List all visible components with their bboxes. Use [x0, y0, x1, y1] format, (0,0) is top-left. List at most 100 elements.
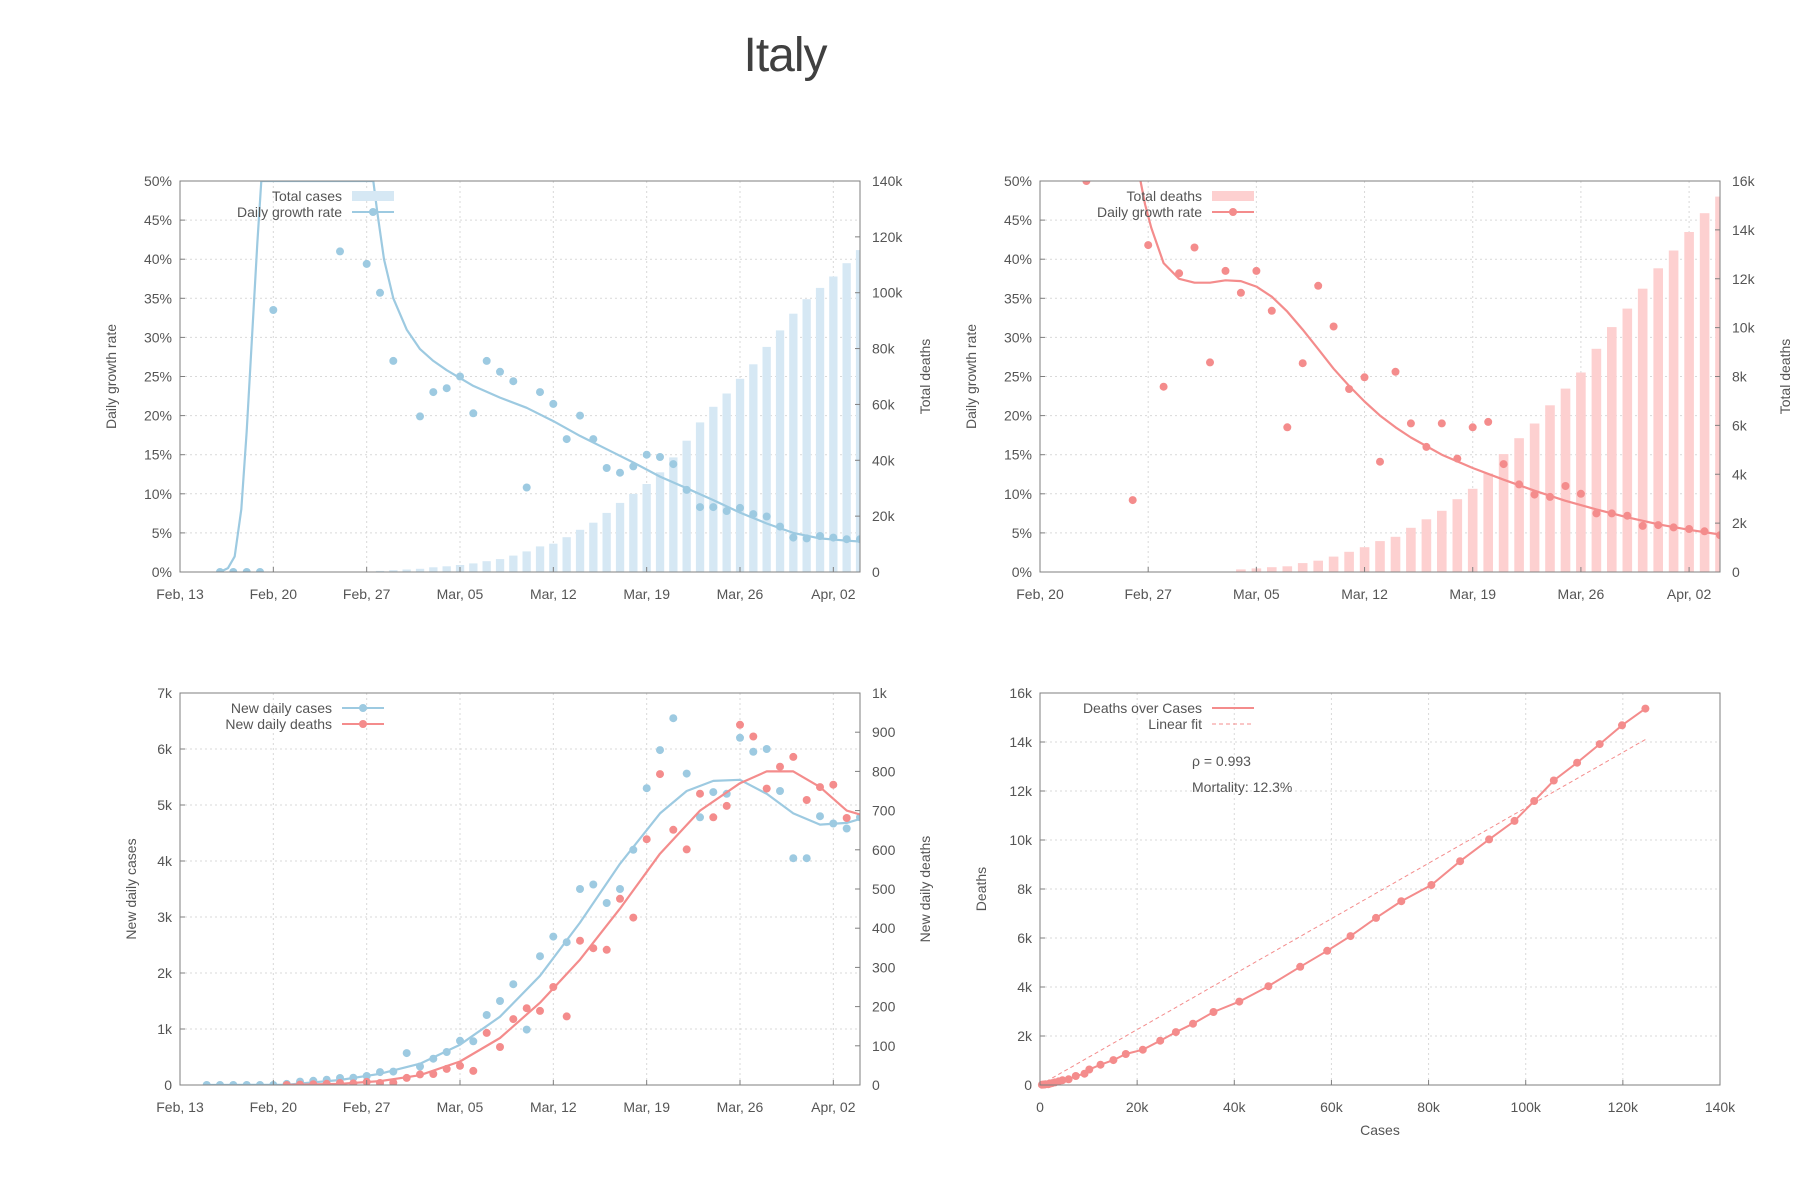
x-tick-label: Feb, 27	[343, 586, 391, 602]
legend-label: New daily cases	[231, 700, 332, 716]
series-trend-line	[286, 770, 860, 1085]
x-tick-label: Mar, 12	[530, 1099, 577, 1115]
growth-point	[1437, 419, 1446, 428]
deaths-over-cases-point	[1323, 946, 1332, 955]
chart-cases-growth: 0% 5% 10% 15% 20% 25% 30% 35% 40% 45% 50% 0 20k 40k 60…	[103, 173, 933, 602]
y2-tick-label: 100	[872, 1038, 896, 1054]
x-tick-label: Mar, 19	[1449, 586, 1496, 602]
series-point	[536, 952, 544, 961]
total-bar	[682, 440, 691, 572]
growth-point	[816, 532, 824, 540]
y-axis-label: Daily growth rate	[963, 324, 979, 429]
total-bar	[1452, 499, 1463, 572]
total-bar	[762, 346, 771, 572]
x-tick-label: Feb, 13	[156, 586, 204, 602]
x-tick-label: Mar, 05	[1233, 586, 1280, 602]
total-bar	[615, 502, 625, 572]
growth-point	[242, 568, 251, 572]
series-point	[642, 835, 651, 844]
y-tick-label: 4k	[1017, 979, 1033, 995]
series-point	[429, 1070, 438, 1078]
growth-point	[1669, 523, 1678, 532]
deaths-over-cases-point	[1058, 1076, 1067, 1085]
total-bar	[522, 551, 531, 572]
total-bar	[1467, 488, 1478, 572]
y-tick-label: 8k	[1017, 881, 1033, 897]
deaths-over-cases-point	[1264, 982, 1273, 991]
chart-deaths-growth: 0% 5% 10% 15% 20% 25% 30% 35% 40% 45% 50% 0 2k 4k 6k 8k…	[963, 173, 1793, 602]
growth-point	[1623, 511, 1632, 520]
y-tick-label: 40%	[1004, 251, 1032, 267]
legend-label: Total cases	[272, 188, 342, 204]
growth-point	[362, 259, 371, 268]
series-point	[242, 1081, 251, 1085]
series-point	[816, 812, 824, 821]
y2-tick-label: 900	[872, 724, 896, 740]
deaths-over-cases-point	[1085, 1065, 1094, 1074]
total-bar	[1560, 388, 1571, 572]
series-point	[376, 1068, 384, 1077]
growth-point	[562, 435, 571, 444]
legend-swatch	[352, 191, 394, 201]
y-tick-label: 12k	[1009, 783, 1033, 799]
y-tick-label: 50%	[1004, 173, 1032, 189]
series-point	[522, 1004, 531, 1013]
y2-tick-label: 700	[872, 803, 896, 819]
series-point	[496, 997, 504, 1005]
growth-point	[229, 568, 238, 572]
deaths-over-cases-point	[1138, 1045, 1147, 1054]
y2-axis-label: Total deaths	[1777, 339, 1793, 415]
series-point	[349, 1079, 358, 1085]
legend-label: Total deaths	[1127, 188, 1203, 204]
series-point	[722, 801, 731, 810]
series-point	[629, 845, 638, 854]
series-trend-line	[206, 778, 860, 1085]
growth-point	[802, 534, 811, 543]
series-point	[696, 813, 704, 822]
growth-point	[1654, 521, 1663, 530]
growth-point	[1561, 482, 1570, 490]
growth-point	[642, 450, 651, 459]
y-tick-label: 25%	[1004, 369, 1032, 385]
total-bar	[722, 393, 731, 572]
legend-label: Deaths over Cases	[1083, 700, 1202, 716]
y2-tick-label: 0	[1732, 564, 1740, 580]
series-point	[842, 824, 851, 833]
x-tick-label: Mar, 19	[623, 1099, 670, 1115]
deaths-over-cases-point	[1156, 1036, 1165, 1045]
total-bar	[1653, 268, 1663, 572]
series-point	[602, 899, 611, 907]
total-bar	[535, 546, 545, 572]
series-point	[309, 1080, 318, 1085]
y-tick-label: 14k	[1009, 734, 1033, 750]
growth-point	[442, 384, 451, 393]
deaths-over-cases-point	[1485, 835, 1494, 844]
total-bar	[549, 543, 558, 572]
total-bar	[775, 330, 785, 572]
growth-point	[456, 372, 464, 381]
series-point	[482, 1011, 491, 1019]
series-point	[736, 733, 744, 742]
total-bar	[709, 406, 718, 572]
legend-marker	[369, 208, 377, 216]
growth-point	[1638, 521, 1647, 530]
growth-point	[1345, 385, 1354, 393]
y-tick-label: 45%	[1004, 212, 1032, 228]
series-point	[656, 770, 664, 779]
deaths-over-cases-point	[1641, 704, 1650, 713]
y2-tick-label: 1k	[872, 685, 888, 701]
total-bar	[589, 522, 598, 572]
growth-point	[1576, 489, 1585, 498]
total-bar	[1668, 250, 1679, 572]
y2-tick-label: 12k	[1732, 271, 1756, 287]
deaths-over-cases-point	[1346, 932, 1355, 941]
series-point	[589, 880, 598, 889]
growth-point	[1391, 367, 1400, 376]
y-axis-label: New daily cases	[123, 838, 139, 939]
growth-point	[1607, 509, 1616, 518]
series-point	[442, 1064, 451, 1073]
growth-point	[829, 533, 838, 542]
growth-point	[709, 503, 718, 512]
series-point	[349, 1073, 358, 1082]
